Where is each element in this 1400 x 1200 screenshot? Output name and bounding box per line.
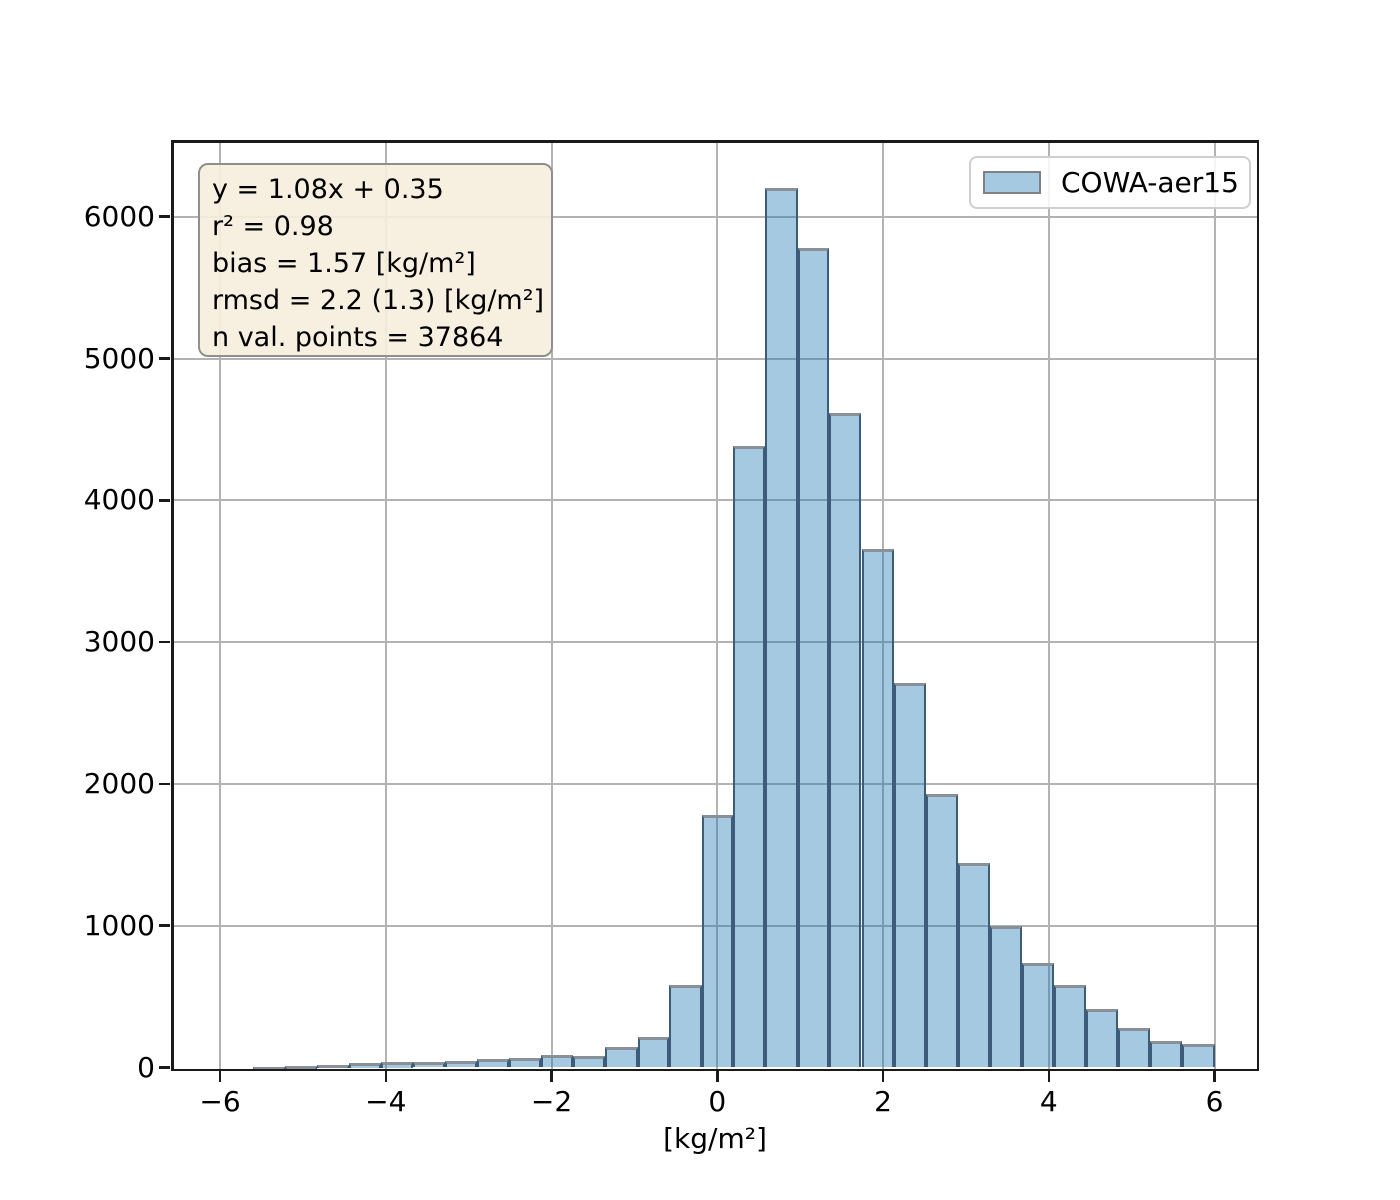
axis-spine-top <box>171 140 1259 143</box>
histogram-bar <box>829 413 862 1068</box>
y-tick-label: 3000 <box>83 625 155 659</box>
histogram-series <box>171 140 1259 1071</box>
histogram-bar <box>253 1066 285 1070</box>
y-tick-label: 5000 <box>83 341 155 375</box>
histogram-bar <box>957 863 990 1068</box>
histogram-bar <box>861 548 894 1068</box>
histogram-bar <box>669 985 702 1068</box>
histogram-bar <box>540 1054 574 1068</box>
y-tick-mark <box>159 357 170 360</box>
y-gridline <box>171 357 1259 360</box>
legend-label: COWA-aer15 <box>1061 166 1239 199</box>
histogram-bar <box>797 247 830 1068</box>
histogram-bar <box>1182 1043 1215 1068</box>
histogram-bar <box>637 1037 670 1068</box>
x-tick-mark <box>550 1071 553 1082</box>
histogram-bar <box>893 682 927 1068</box>
x-tick-label: 6 <box>1205 1085 1224 1118</box>
stats-line-rmsd: rmsd = 2.2 (1.3) [kg/m²] <box>212 285 545 316</box>
plot-area: y = 1.08x + 0.35 r² = 0.98 bias = 1.57 [… <box>171 140 1259 1071</box>
x-tick-mark <box>881 1071 885 1082</box>
y-tick-mark <box>159 924 170 927</box>
stats-line-npoints: n val. points = 37864 <box>212 322 504 353</box>
histogram-bar <box>1118 1028 1150 1068</box>
axis-spine-right <box>1256 140 1259 1071</box>
x-gridline <box>882 140 885 1071</box>
axis-spine-left <box>171 140 174 1071</box>
y-gridline <box>171 499 1259 502</box>
histogram-bar <box>1086 1008 1119 1068</box>
y-tick-label: 4000 <box>83 483 155 517</box>
x-tick-mark <box>218 1071 222 1082</box>
histogram-bar <box>1022 962 1054 1068</box>
y-tick-mark <box>159 782 170 786</box>
y-tick-mark <box>159 215 170 218</box>
legend-swatch <box>983 171 1041 194</box>
x-tick-label: 4 <box>1039 1085 1058 1118</box>
histogram-bar <box>926 793 958 1068</box>
x-tick-mark <box>384 1071 388 1082</box>
histogram-bar <box>317 1064 350 1068</box>
histogram-bar <box>413 1061 446 1068</box>
stats-line-fit: y = 1.08x + 0.35 <box>212 174 444 205</box>
x-tick-label: −6 <box>199 1085 241 1118</box>
x-tick-mark <box>1047 1071 1051 1082</box>
stats-line-bias: bias = 1.57 [kg/m²] <box>212 248 476 279</box>
x-tick-mark <box>716 1071 719 1082</box>
x-gridline <box>219 140 222 1071</box>
x-tick-label: −2 <box>530 1085 573 1118</box>
x-tick-label: −4 <box>365 1085 407 1118</box>
histogram-bar <box>1149 1040 1183 1068</box>
x-gridline <box>1213 140 1216 1071</box>
y-tick-mark <box>159 1066 170 1069</box>
stats-box: y = 1.08x + 0.35 r² = 0.98 bias = 1.57 [… <box>198 163 553 357</box>
histogram-bar <box>509 1057 541 1068</box>
y-tick-label: 6000 <box>83 199 155 233</box>
stats-line-r2: r² = 0.98 <box>212 211 334 242</box>
y-tick-mark <box>159 640 170 644</box>
y-tick-label: 2000 <box>83 766 155 800</box>
y-gridline <box>171 924 1259 927</box>
x-gridline <box>1047 140 1050 1071</box>
x-tick-mark <box>1213 1071 1216 1082</box>
histogram-bar <box>765 188 798 1068</box>
histogram-bar <box>380 1062 414 1068</box>
axis-spine-bottom <box>171 1068 1259 1071</box>
x-gridline <box>384 140 387 1071</box>
histogram-bar <box>573 1056 606 1068</box>
y-gridline <box>171 215 1259 218</box>
y-gridline <box>171 641 1259 644</box>
y-gridline <box>171 782 1259 785</box>
x-gridline <box>550 140 553 1071</box>
histogram-bar <box>989 926 1023 1068</box>
y-tick-mark <box>159 499 170 502</box>
x-tick-label: 2 <box>874 1085 892 1118</box>
x-tick-label: 0 <box>708 1085 727 1118</box>
histogram-bar <box>476 1059 510 1068</box>
y-tick-label: 0 <box>137 1050 155 1084</box>
histogram-bar <box>1053 984 1087 1068</box>
histogram-bar <box>445 1060 477 1068</box>
histogram-bar <box>605 1046 638 1068</box>
grid-layer <box>171 140 1259 1071</box>
x-gridline <box>716 140 719 1071</box>
y-tick-label: 1000 <box>83 908 155 942</box>
histogram-bar <box>349 1063 381 1068</box>
histogram-bar <box>733 446 766 1068</box>
x-axis-label: [kg/m²] <box>663 1122 767 1155</box>
histogram-bar <box>284 1066 317 1070</box>
legend: COWA-aer15 <box>969 156 1251 209</box>
histogram-bar <box>701 815 734 1068</box>
